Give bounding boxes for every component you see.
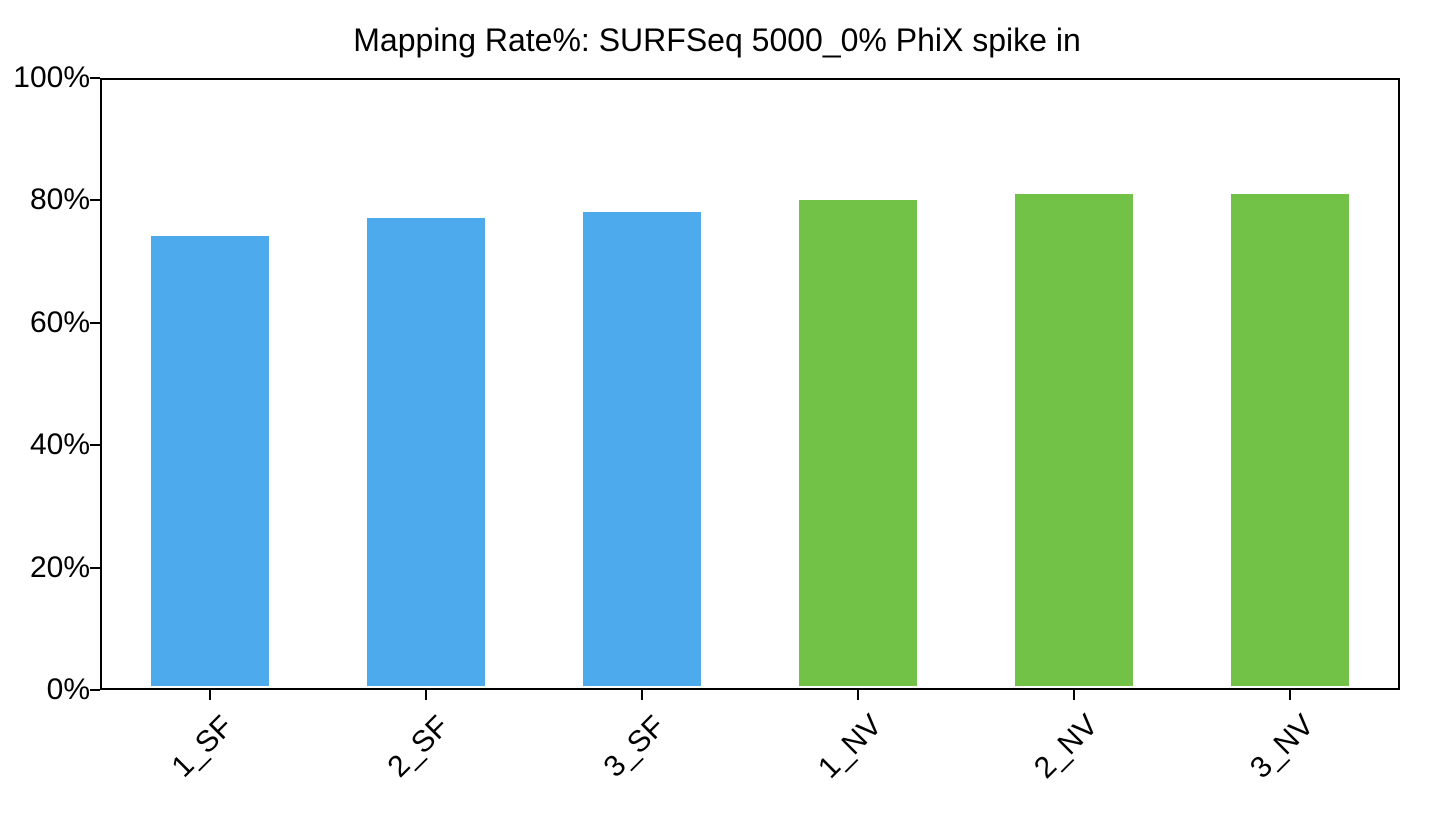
y-tick-label: 100% [13, 61, 90, 95]
y-tick-label: 0% [47, 673, 90, 707]
y-tick-label: 40% [30, 428, 90, 462]
bar [367, 218, 486, 686]
y-tick-label: 20% [30, 551, 90, 585]
bar [1231, 194, 1350, 686]
y-tick-mark [90, 77, 100, 79]
y-tick-mark [90, 322, 100, 324]
y-tick-label: 60% [30, 306, 90, 340]
x-tick-mark [1289, 690, 1291, 700]
y-tick-mark [90, 567, 100, 569]
y-tick-label: 80% [30, 183, 90, 217]
x-tick-mark [641, 690, 643, 700]
x-tick-mark [1073, 690, 1075, 700]
x-tick-mark [209, 690, 211, 700]
bar [1015, 194, 1134, 686]
x-tick-mark [857, 690, 859, 700]
y-tick-mark [90, 444, 100, 446]
y-tick-mark [90, 199, 100, 201]
plot-area [100, 78, 1400, 690]
bar [151, 236, 270, 686]
x-tick-mark [425, 690, 427, 700]
bar [799, 200, 918, 686]
bar [583, 212, 702, 686]
bar-chart: Mapping Rate%: SURFSeq 5000_0% PhiX spik… [0, 0, 1434, 813]
y-tick-mark [90, 689, 100, 691]
chart-title: Mapping Rate%: SURFSeq 5000_0% PhiX spik… [0, 22, 1434, 59]
